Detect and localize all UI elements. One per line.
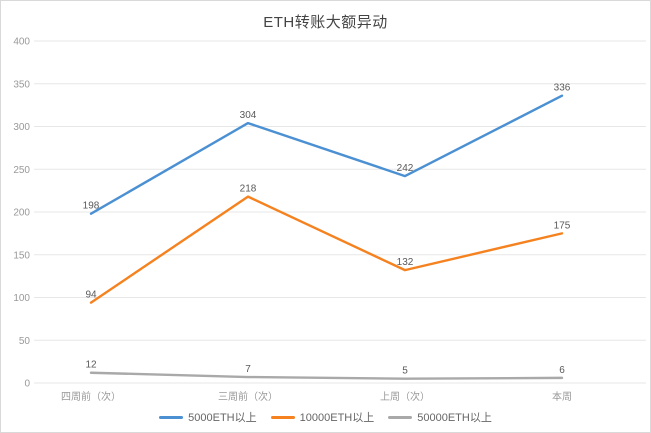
y-tick-label: 400 [13, 37, 30, 48]
legend-line-swatch [159, 415, 184, 419]
x-tick-label: 上周（次） [380, 390, 430, 403]
data-label: 12 [85, 360, 97, 371]
legend-item-10000eth[interactable]: 10000ETH以上 [270, 409, 375, 425]
y-tick-label: 150 [13, 250, 30, 261]
chart-legend: 5000ETH以上 10000ETH以上 50000ETH以上 [1, 409, 650, 425]
data-label: 6 [559, 365, 565, 376]
legend-line-swatch [270, 415, 295, 419]
data-label: 175 [554, 220, 571, 231]
y-tick-label: 250 [13, 165, 30, 176]
y-tick-label: 350 [13, 79, 30, 90]
series-line [89, 94, 564, 215]
legend-line-swatch [388, 415, 413, 419]
data-label: 5 [402, 366, 408, 377]
data-label: 7 [245, 364, 251, 375]
line-chart-plot: 0 50 100 150 200 250 300 350 400 四周前（次） 三周前（次） 上周（次… [13, 37, 646, 403]
y-tick-label: 300 [13, 122, 30, 133]
legend-item-50000eth[interactable]: 50000ETH以上 [388, 409, 492, 425]
data-label: 198 [83, 201, 100, 212]
y-tick-label: 200 [13, 208, 30, 219]
x-tick-label: 四周前（次） [61, 390, 121, 403]
chart-title: ETH转账大额异动 [263, 14, 388, 31]
data-label: 336 [554, 83, 571, 94]
x-tick-label: 本周 [552, 390, 572, 403]
legend-item-5000eth[interactable]: 5000ETH以上 [159, 409, 257, 425]
y-tick-label: 50 [19, 336, 31, 347]
series-line [89, 195, 564, 304]
legend-label: 10000ETH以上 [299, 412, 375, 424]
legend-label: 50000ETH以上 [417, 412, 492, 424]
data-label: 304 [240, 110, 257, 121]
data-label: 218 [240, 184, 257, 195]
data-label: 132 [397, 257, 414, 268]
data-label: 242 [397, 163, 414, 174]
series-line [89, 371, 564, 380]
y-tick-label: 0 [24, 379, 30, 390]
legend-label: 5000ETH以上 [188, 412, 257, 424]
y-tick-label: 100 [13, 293, 30, 304]
x-tick-label: 三周前（次） [218, 390, 278, 403]
data-label: 94 [85, 290, 97, 301]
